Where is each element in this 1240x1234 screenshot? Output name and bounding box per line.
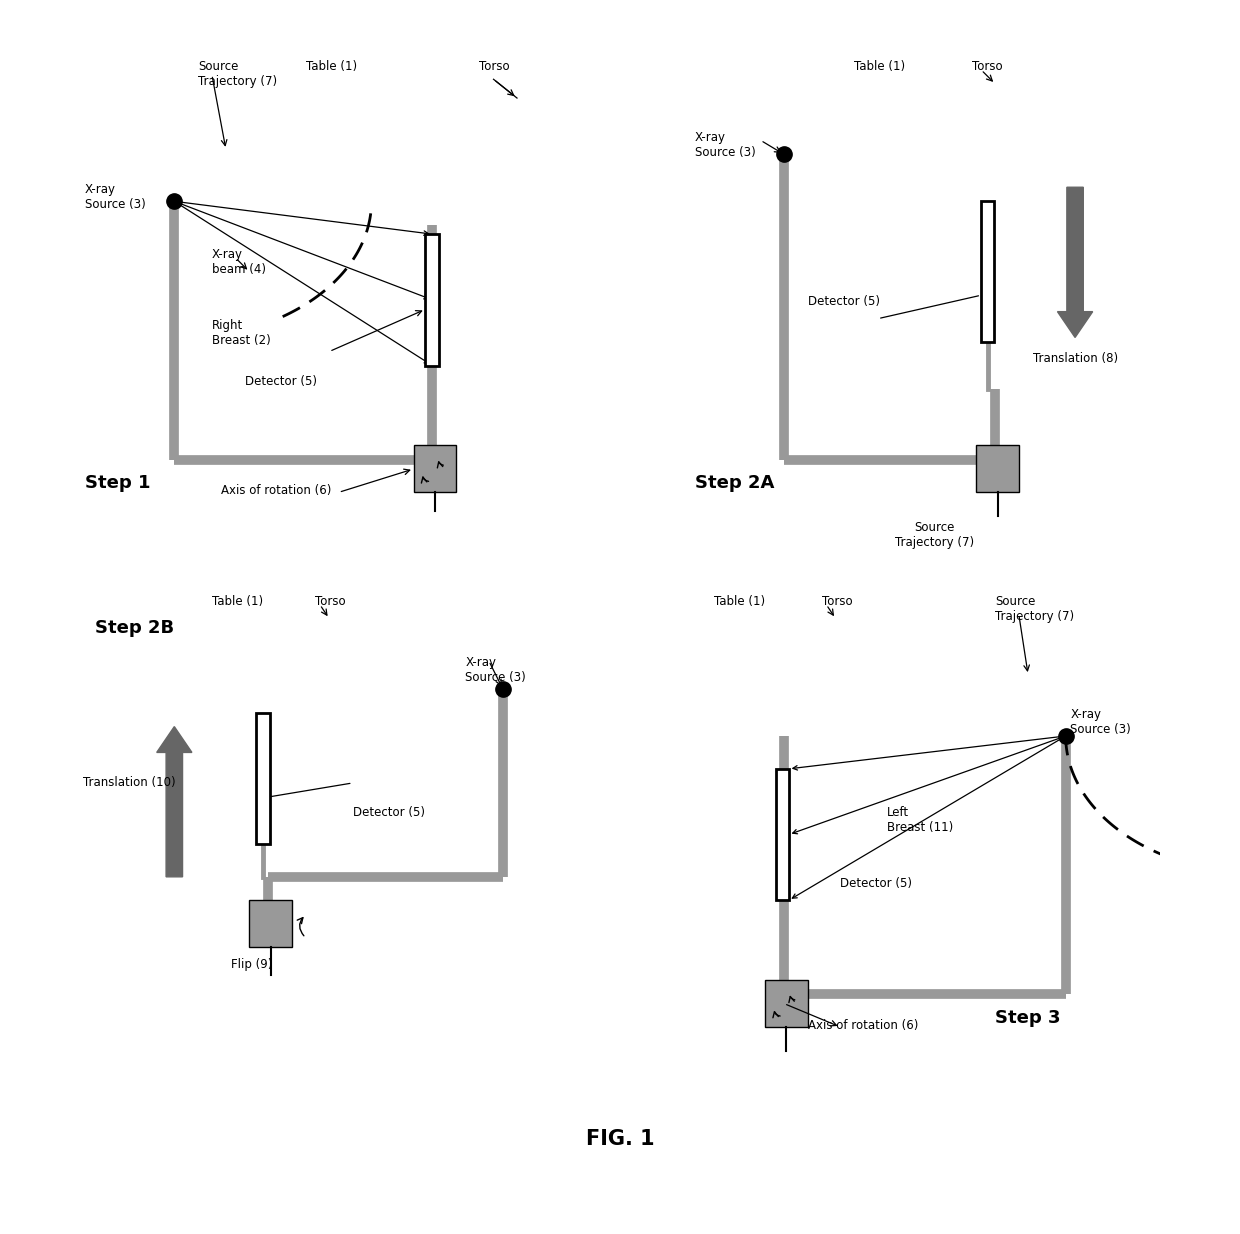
Text: Detector (5): Detector (5) <box>807 295 879 308</box>
Text: Detector (5): Detector (5) <box>352 806 424 819</box>
Text: Step 2A: Step 2A <box>694 474 774 492</box>
FancyArrow shape <box>156 727 192 877</box>
Text: X-ray
Source (3): X-ray Source (3) <box>86 183 146 211</box>
Bar <box>425 234 439 365</box>
Bar <box>257 712 269 844</box>
Text: X-ray
Source (3): X-ray Source (3) <box>465 656 526 684</box>
FancyArrow shape <box>1058 188 1092 337</box>
Text: Table (1): Table (1) <box>306 60 357 74</box>
Bar <box>981 201 994 342</box>
Text: Source
Trajectory (7): Source Trajectory (7) <box>895 521 973 549</box>
Text: Table (1): Table (1) <box>212 595 263 608</box>
Text: X-ray
Source (3): X-ray Source (3) <box>1070 708 1131 735</box>
Bar <box>414 445 456 492</box>
Text: Left
Breast (11): Left Breast (11) <box>888 806 954 834</box>
Text: Source
Trajectory (7): Source Trajectory (7) <box>198 60 277 89</box>
Text: Flip (9): Flip (9) <box>231 958 272 971</box>
Text: Translation (10): Translation (10) <box>83 776 175 790</box>
Text: Torso: Torso <box>315 595 346 608</box>
Text: Right
Breast (2): Right Breast (2) <box>212 318 270 347</box>
Text: Detector (5): Detector (5) <box>244 375 316 387</box>
Text: Translation (8): Translation (8) <box>1033 352 1118 364</box>
Text: FIG. 1: FIG. 1 <box>585 1129 655 1149</box>
Text: X-ray
Source (3): X-ray Source (3) <box>694 131 755 159</box>
Bar <box>249 901 291 948</box>
Text: Torso: Torso <box>480 60 510 74</box>
Bar <box>765 980 807 1027</box>
Bar <box>775 769 789 901</box>
Text: Torso: Torso <box>822 595 852 608</box>
Text: Torso: Torso <box>972 60 1002 74</box>
Text: Step 1: Step 1 <box>86 474 150 492</box>
Text: Table (1): Table (1) <box>713 595 765 608</box>
Text: Detector (5): Detector (5) <box>841 877 913 890</box>
Text: Table (1): Table (1) <box>854 60 905 74</box>
Text: Step 2B: Step 2B <box>94 618 174 637</box>
Text: Axis of rotation (6): Axis of rotation (6) <box>221 484 331 497</box>
Text: Step 3: Step 3 <box>996 1009 1060 1027</box>
Bar <box>976 445 1019 492</box>
Text: Axis of rotation (6): Axis of rotation (6) <box>807 1019 918 1032</box>
Text: X-ray
beam (4): X-ray beam (4) <box>212 248 265 276</box>
Text: Source
Trajectory (7): Source Trajectory (7) <box>996 595 1074 623</box>
